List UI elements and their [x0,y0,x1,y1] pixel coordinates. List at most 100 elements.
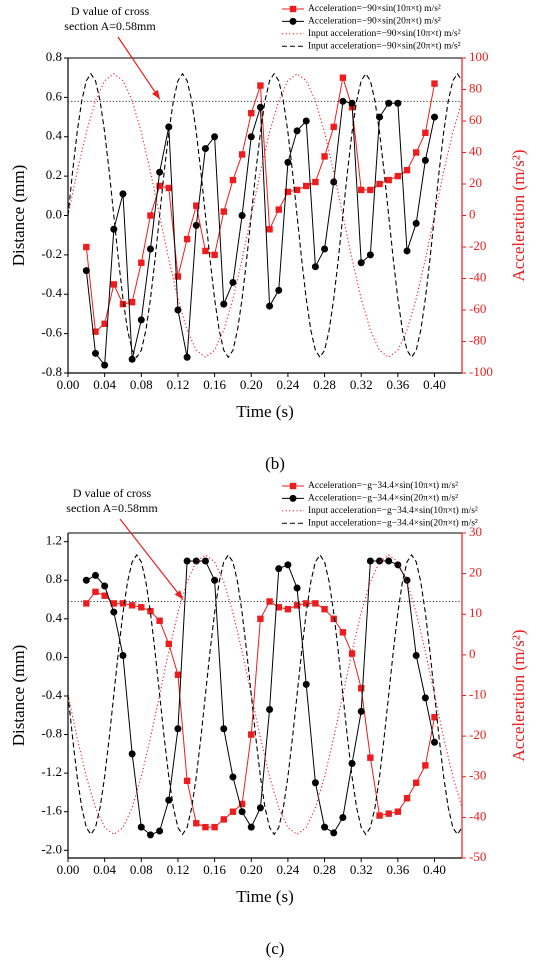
x-tick-label: 0.16 [203,377,226,392]
x-tick-label: 0.12 [167,377,190,392]
marker-square [128,298,136,306]
series-line [67,554,463,836]
annotation-text: D value of cross [71,4,150,18]
marker-circle [357,707,365,715]
marker-circle [289,494,297,502]
marker-circle [119,190,127,198]
marker-circle [311,779,319,787]
legend-label: Acceleration=−g−34.4×sin(10π×t) m/s² [308,480,458,491]
marker-circle [431,738,439,746]
marker-circle [110,608,118,616]
x-tick-label: 0.08 [130,862,153,877]
marker-circle [137,823,145,831]
y2-tick-label: 40 [469,143,482,158]
marker-square [275,206,282,213]
x-tick-label: 0.20 [240,377,263,392]
marker-circle [293,584,301,592]
marker-square [202,823,209,831]
marker-square [257,82,264,89]
y2-tick-label: 20 [469,175,482,190]
marker-square [321,605,328,613]
marker-square [358,186,365,194]
y-tick-label: -0.2 [41,246,62,261]
marker-square [284,605,292,613]
marker-square [266,598,273,605]
marker-circle [174,306,182,314]
marker-circle [394,561,402,569]
marker-circle [357,259,365,267]
marker-square [238,800,246,808]
x-tick-label: 0.28 [313,377,336,392]
marker-square [303,600,310,607]
panel-label: (b) [265,454,285,473]
marker-square [110,600,118,607]
marker-circle [366,251,374,259]
annotation-text: D value of cross [73,486,152,500]
y-tick-label: 0.8 [46,49,62,64]
y-axis-title: Distance (mm) [9,165,28,267]
legend-label: Acceleration=−90×sin(10π×t) m/s² [308,3,441,14]
marker-circle [412,219,420,227]
marker-square [385,176,392,184]
x-tick-label: 0.12 [167,862,190,877]
marker-circle [366,557,374,565]
x-tick-label: 0.24 [277,377,300,392]
marker-circle [247,823,255,831]
y2-tick-label: 20 [469,565,482,580]
marker-circle [394,99,402,107]
y2-tick-label: -20 [469,238,486,253]
annotation-text: section A=0.58mm [66,501,158,515]
y2-axis-title: Acceleration (m/s²) [509,149,528,281]
marker-square [147,212,154,219]
marker-square [257,615,264,623]
marker-square [403,795,411,802]
marker-circle [284,158,292,166]
y2-tick-label: -100 [469,364,493,379]
x-tick-label: 0.04 [93,377,116,392]
arrow-head [174,590,183,600]
y2-tick-label: -60 [469,301,486,316]
y-tick-label: -1.6 [41,803,62,818]
y-tick-label: -2.0 [41,841,62,856]
legend-label: Input acceleration=−g−34.4×sin(10π×t) m/… [308,505,478,516]
marker-square [330,123,337,131]
marker-circle [339,813,347,821]
marker-square [83,243,90,251]
marker-square [385,810,392,817]
marker-square [193,820,200,827]
x-tick-label: 0.32 [350,377,373,392]
marker-circle [321,245,329,253]
marker-square [303,182,310,190]
marker-square [312,178,319,186]
x-tick-label: 0.36 [386,862,409,877]
marker-circle [201,145,209,153]
marker-square [266,226,273,233]
series-line [85,100,435,367]
marker-square [289,482,297,490]
y2-tick-label: -80 [469,332,486,347]
marker-circle [137,316,145,324]
y2-tick-label: 60 [469,112,482,127]
marker-square [119,300,127,308]
marker-square [339,629,347,636]
y-tick-label: -0.8 [41,364,62,379]
marker-circle [266,705,274,713]
marker-circle [385,557,393,565]
y2-tick-label: 100 [469,49,489,64]
marker-circle [128,750,136,758]
x-tick-label: 0.00 [57,377,80,392]
y-tick-label: 0.8 [46,571,62,586]
y2-tick-label: -20 [469,727,486,742]
marker-circle [211,576,219,584]
marker-square [358,685,365,692]
marker-square [220,208,227,215]
marker-circle [376,557,384,565]
marker-circle [403,247,411,255]
y-tick-label: -0.4 [41,687,62,702]
x-tick-label: 0.28 [313,862,336,877]
x-tick-label: 0.24 [277,862,300,877]
marker-circle [91,349,99,357]
marker-circle [183,353,191,361]
marker-square [138,259,145,266]
y2-tick-label: -40 [469,808,486,823]
